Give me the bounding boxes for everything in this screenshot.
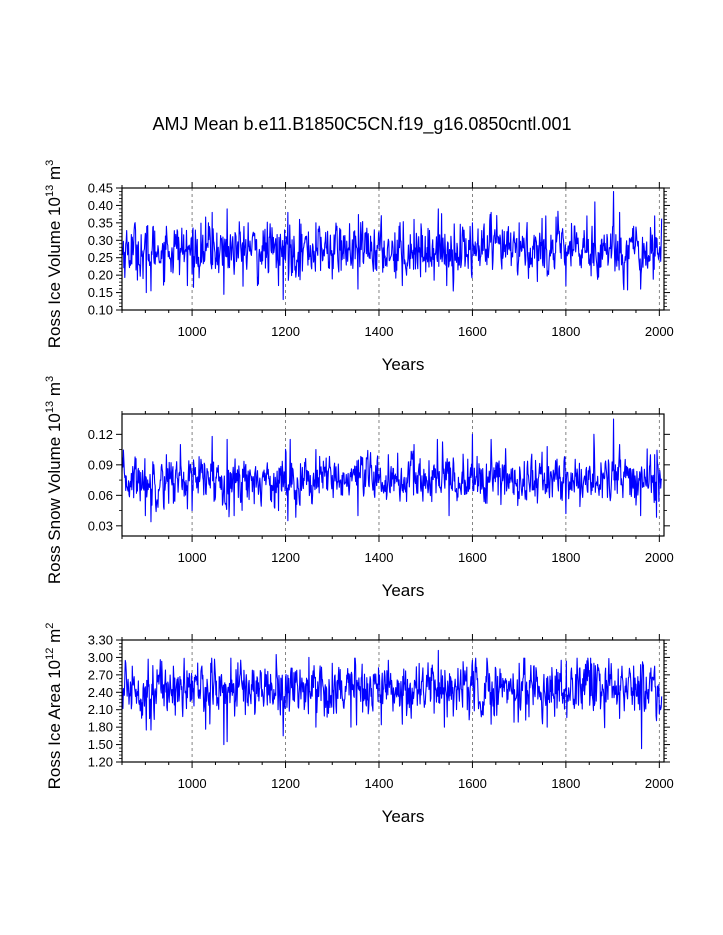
y-tick-label: 2.10 [88, 702, 113, 717]
plot-frame [121, 413, 665, 537]
x-tick-label: 1200 [271, 550, 300, 565]
y-label-unit: m [45, 629, 64, 648]
x-tick-label: 1000 [178, 324, 207, 339]
y-tick-label: 0.06 [88, 488, 113, 503]
x-tick-label: 1400 [365, 324, 394, 339]
y-tick-label: 0.30 [88, 233, 113, 248]
y-tick-label: 3.30 [88, 633, 113, 648]
x-tick-label: 2000 [645, 550, 674, 565]
y-label-unit-exponent: 3 [44, 160, 56, 166]
y-tick-label: 1.80 [88, 720, 113, 735]
x-tick-label: 1800 [551, 776, 580, 791]
chart-panel-1: 1000 1200 1400 1600 1800 2000 0.10 0.15 0.20 0.25… [44, 160, 674, 374]
plot-frame [121, 639, 665, 763]
chart-panel-2: 1000 1200 1400 1600 1800 2000 0.03 0.06 0.09 0.12… [44, 376, 674, 600]
x-tick-label: 1600 [458, 324, 487, 339]
y-tick-label: 0.20 [88, 268, 113, 283]
y-tick-label: 0.03 [88, 518, 113, 533]
y-tick-label: 0.10 [88, 303, 113, 318]
x-tick-label: 1600 [458, 776, 487, 791]
y-label-main: Ross Snow Volume 10 [45, 413, 64, 584]
y-label-main: Ross Ice Area 10 [45, 660, 64, 789]
y-tick-label: 0.35 [88, 215, 113, 230]
y-label-unit-exponent: 2 [44, 623, 56, 629]
x-tick-label: 1000 [178, 776, 207, 791]
x-axis-label: Years [382, 807, 425, 826]
x-tick-label: 2000 [645, 776, 674, 791]
y-tick-label: 0.40 [88, 198, 113, 213]
x-axis-label: Years [382, 355, 425, 374]
y-tick-label: 0.09 [88, 457, 113, 472]
y-tick-label: 1.20 [88, 755, 113, 770]
chart-title: AMJ Mean b.e11.B1850C5CN.f19_g16.0850cnt… [153, 114, 572, 135]
y-label-exponent: 13 [44, 185, 56, 197]
x-tick-label: 1400 [365, 776, 394, 791]
y-label-main: Ross Ice Volume 10 [45, 197, 64, 348]
chart-panel-3: 1000 1200 1400 1600 1800 2000 1.20 1.50 1.80 2.10… [44, 623, 674, 826]
x-tick-label: 1600 [458, 550, 487, 565]
y-tick-label: 0.12 [88, 427, 113, 442]
x-tick-label: 2000 [645, 324, 674, 339]
y-axis-label: Ross Ice Volume 1013 m3 [44, 160, 64, 348]
y-tick-label: 1.50 [88, 737, 113, 752]
y-tick-label: 2.70 [88, 667, 113, 682]
y-label-exponent: 13 [44, 401, 56, 413]
x-tick-label: 1200 [271, 324, 300, 339]
y-axis-label: Ross Snow Volume 1013 m3 [44, 376, 64, 584]
series-line [121, 418, 663, 523]
series-line [121, 649, 663, 750]
y-tick-label: 3.00 [88, 650, 113, 665]
x-tick-label: 1200 [271, 776, 300, 791]
y-tick-label: 0.25 [88, 250, 113, 265]
x-tick-label: 1400 [365, 550, 394, 565]
y-label-unit: m [45, 382, 64, 401]
x-tick-label: 1800 [551, 324, 580, 339]
y-label-unit: m [45, 166, 64, 185]
y-axis-label: Ross Ice Area 1012 m2 [44, 623, 64, 790]
y-tick-label: 0.15 [88, 285, 113, 300]
y-tick-label: 2.40 [88, 685, 113, 700]
y-tick-label: 0.45 [88, 181, 113, 196]
y-label-unit-exponent: 3 [44, 376, 56, 382]
x-tick-label: 1000 [178, 550, 207, 565]
x-tick-label: 1800 [551, 550, 580, 565]
series-line [121, 190, 663, 301]
plot-frame [121, 187, 665, 311]
x-axis-label: Years [382, 581, 425, 600]
y-label-exponent: 12 [44, 648, 56, 660]
